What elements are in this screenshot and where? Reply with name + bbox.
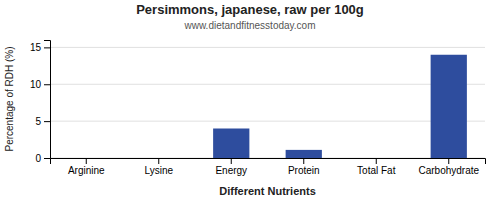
chart: Persimmons, japanese, raw per 100g www.di… — [0, 0, 500, 200]
chart-container: Persimmons, japanese, raw per 100g www.di… — [0, 0, 500, 200]
title: Persimmons, japanese, raw per 100g — [136, 2, 364, 17]
y-tick-mark — [44, 158, 50, 159]
x-tick-label: Arginine — [68, 165, 105, 176]
y-tick-mark — [44, 47, 50, 48]
x-axis: Arginine Lysine Energy Protein Total Fat Carb… — [51, 158, 486, 176]
x-axis-line — [51, 159, 486, 165]
x-tick-mark — [376, 158, 377, 164]
x-tick: Protein — [288, 158, 320, 176]
x-tick: Lysine — [144, 158, 173, 176]
x-tick: Energy — [215, 158, 247, 176]
y-tick-label: 10 — [30, 79, 42, 90]
x-axis-title: Different Nutrients — [219, 185, 316, 197]
x-tick: Arginine — [68, 158, 105, 176]
bar — [141, 158, 177, 159]
grid-line — [50, 47, 485, 48]
y-tick-label: 0 — [35, 153, 41, 164]
bar — [213, 129, 249, 159]
x-tick-mark — [448, 158, 449, 164]
bar — [431, 55, 467, 158]
y-tick: 10 — [30, 79, 50, 90]
x-tick-label: Protein — [288, 165, 320, 176]
grid-line — [50, 121, 485, 122]
x-tick: Total Fat — [357, 158, 396, 176]
subtitle: www.dietandfitnesstoday.com — [184, 20, 316, 31]
x-tick-label: Energy — [215, 165, 247, 176]
x-tick-label: Lysine — [144, 165, 173, 176]
x-tick-label: Total Fat — [357, 165, 396, 176]
x-tick-mark — [86, 158, 87, 164]
y-tick-mark — [44, 121, 50, 122]
x-tick-mark — [231, 158, 232, 164]
x-tick-label: Carbohydrate — [418, 165, 479, 176]
bar — [358, 158, 394, 159]
grid — [50, 47, 485, 158]
x-tick-mark — [158, 158, 159, 164]
grid-line — [50, 84, 485, 85]
x-tick-mark — [303, 158, 304, 164]
y-axis-title: Percentage of RDH (%) — [4, 46, 15, 151]
bar — [286, 150, 322, 158]
y-axis-line — [44, 41, 51, 159]
x-tick: Carbohydrate — [418, 158, 479, 176]
y-tick-mark — [44, 84, 50, 85]
y-tick: 5 — [35, 116, 50, 127]
y-tick-label: 15 — [30, 42, 42, 53]
bar — [68, 158, 104, 159]
y-axis: 0 5 10 15 — [30, 41, 51, 164]
y-tick: 0 — [35, 153, 50, 164]
bars — [213, 55, 467, 158]
y-tick: 15 — [30, 42, 50, 53]
y-tick-label: 5 — [35, 116, 41, 127]
plot-area: 0 5 10 15 Arginine Lysine Energy Protein Total F… — [30, 41, 486, 177]
